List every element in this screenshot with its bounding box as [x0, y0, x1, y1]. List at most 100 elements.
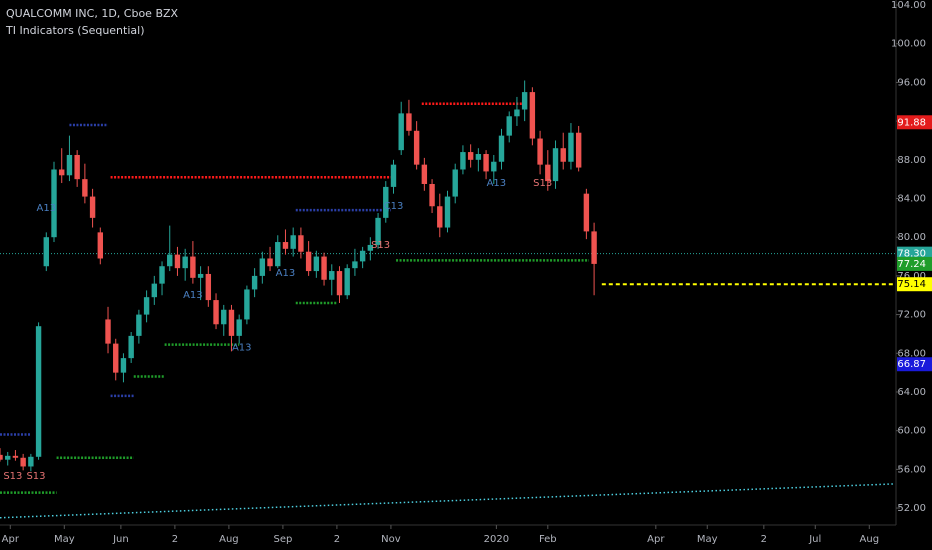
candle-body — [575, 132, 582, 168]
x-tick-label: May — [697, 534, 718, 545]
y-tick-label: 72.00 — [897, 310, 926, 321]
candle-body — [182, 256, 188, 269]
indicator-name: TI Indicators (Sequential) — [5, 24, 145, 37]
x-tick-label: 2020 — [484, 534, 509, 545]
candle-body — [421, 164, 428, 184]
x-tick-label: May — [54, 534, 75, 545]
candle-body — [514, 109, 520, 117]
candle-body — [344, 268, 350, 296]
y-tick-label: 88.00 — [897, 155, 926, 166]
candle-body — [491, 161, 497, 172]
candle-body — [483, 154, 489, 172]
price-label-box — [897, 357, 932, 372]
price-label-box — [897, 115, 932, 130]
x-tick-label: Sep — [273, 534, 292, 545]
price-label-box — [897, 256, 932, 271]
candle-body — [560, 148, 566, 162]
candle-body — [259, 258, 266, 276]
candle-body — [367, 244, 374, 251]
candle-body — [545, 164, 551, 182]
candle-body — [28, 456, 34, 467]
x-tick-label: 2 — [761, 534, 767, 545]
candle-body — [429, 183, 435, 207]
candle-body — [228, 309, 235, 336]
trendline — [0, 483, 896, 519]
y-tick-label: 76.00 — [897, 271, 926, 282]
annotation: A13 — [37, 203, 57, 214]
price-label: 91.88 — [897, 117, 926, 128]
candle-body — [5, 455, 11, 460]
annotation: S13 — [371, 240, 390, 251]
x-tick-label: Aug — [219, 534, 239, 545]
annotation: A13 — [183, 290, 203, 301]
annotation: A13 — [276, 268, 296, 279]
candle-body — [120, 358, 127, 373]
candle-body — [190, 256, 196, 278]
candle-body — [43, 237, 49, 267]
y-tick-label: 84.00 — [897, 194, 926, 205]
candle-body — [275, 242, 281, 267]
candle-body — [552, 148, 559, 182]
candle-body — [74, 154, 80, 180]
annotation: S13 — [533, 178, 552, 189]
candle-body — [444, 196, 451, 228]
y-tick-label: 68.00 — [897, 348, 926, 359]
x-tick-label: Jun — [112, 534, 129, 545]
candle-body — [413, 130, 420, 165]
chart-title: QUALCOMM INC, 1D, Cboe BZX — [6, 7, 179, 20]
x-tick-label: Nov — [381, 534, 401, 545]
annotation: A13 — [232, 342, 252, 353]
candle-body — [105, 319, 111, 344]
candle-body — [244, 289, 250, 320]
annotation: S13 — [26, 471, 45, 482]
candle-body — [305, 251, 312, 272]
x-tick-label: Feb — [539, 534, 557, 545]
plot: S13 S13 A13 A13 A13 A13 S13 C13 A13 S13 — [0, 80, 896, 519]
candle-body — [251, 275, 258, 290]
candle-body — [159, 266, 165, 284]
candle-body — [143, 297, 150, 315]
price-label-box — [897, 277, 932, 292]
candle-body — [521, 92, 528, 110]
candle-body — [475, 154, 482, 160]
x-tick-label: Jul — [808, 534, 821, 545]
y-tick-label: 80.00 — [897, 232, 926, 243]
price-label: 78.30 — [897, 249, 926, 260]
candle-body — [221, 309, 227, 325]
y-tick-label: 96.00 — [897, 77, 926, 88]
candle-body — [452, 169, 458, 197]
candle-body — [313, 256, 320, 272]
price-label: 75.14 — [897, 279, 926, 290]
candle-body — [20, 457, 26, 467]
y-tick-label: 60.00 — [897, 426, 926, 437]
candle-body — [205, 273, 212, 301]
candle-body — [282, 242, 289, 249]
x-tick-label: Apr — [2, 534, 20, 545]
candle-body — [506, 116, 512, 136]
candle-body — [529, 92, 536, 139]
candle-body — [375, 217, 381, 245]
candle-body — [113, 343, 119, 373]
candle-body — [236, 319, 242, 336]
annotation: S13 — [3, 471, 22, 482]
candle-body — [437, 206, 443, 228]
candle-body — [583, 193, 590, 232]
candle-body — [12, 455, 19, 458]
price-label: 66.87 — [897, 359, 926, 370]
candle-body — [568, 132, 574, 162]
candle-body — [66, 154, 73, 176]
annotation: A13 — [487, 178, 507, 189]
candle-body — [82, 179, 88, 197]
candle-body — [167, 254, 173, 267]
candle-body — [59, 169, 65, 176]
candle-body — [97, 232, 104, 259]
candle-body — [352, 261, 358, 269]
y-tick-label: 104.00 — [891, 0, 926, 11]
y-tick-label: 100.00 — [891, 39, 926, 50]
candle-body — [591, 231, 597, 264]
candle-body — [321, 256, 327, 280]
x-tick-label: 2 — [334, 534, 340, 545]
candle-body — [151, 283, 158, 298]
candle-body — [336, 271, 343, 296]
